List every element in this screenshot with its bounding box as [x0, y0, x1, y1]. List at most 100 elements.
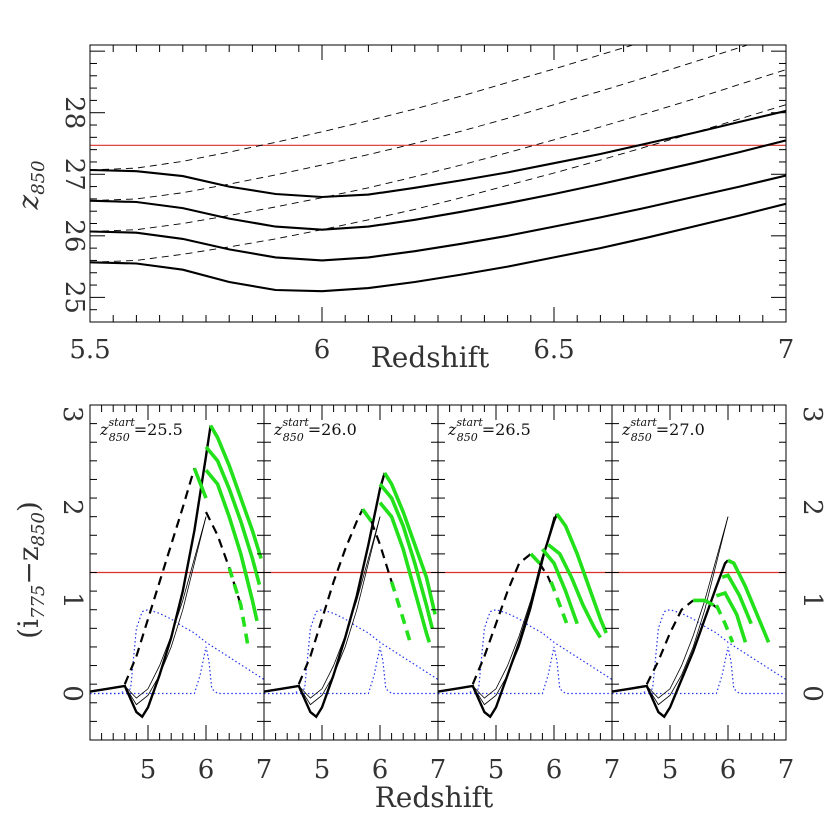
green-track-2 — [727, 558, 771, 643]
subpanel-2: 5 6 7 zstart 850 =26.0 — [263, 404, 447, 785]
dashed-track — [471, 553, 532, 685]
thin-track-1 — [612, 516, 729, 699]
thin-track-2 — [264, 516, 381, 706]
green-track-2 — [383, 471, 437, 615]
top-y-tick-label: 26 — [59, 219, 89, 252]
green-dashed-track-1 — [389, 581, 412, 643]
filter-curve-1 — [612, 609, 786, 695]
green-track-2 — [555, 512, 608, 634]
green-dashed-track-1 — [549, 581, 571, 629]
x-tick-label: 7 — [430, 755, 447, 785]
green-track-3 — [204, 445, 262, 586]
thin-track-2 — [90, 516, 207, 706]
subpanel-4: 5 6 7 0 1 2 3 zstart 850 =27.0 — [611, 404, 827, 785]
green-track-4 — [541, 548, 579, 625]
green-track-1 — [192, 467, 208, 499]
bottom-y-axis-label: (i775−z850) — [12, 501, 49, 639]
y-tick-label: 2 — [57, 499, 87, 516]
green-track-3 — [721, 573, 753, 625]
top-x-tick-label: 6.5 — [533, 335, 574, 365]
y-tick-label-right: 3 — [797, 406, 827, 423]
subpanel-plot — [264, 471, 438, 719]
x-tick-label: 5 — [314, 755, 331, 785]
dashed-track-tail — [538, 562, 556, 592]
top-solid-curve-4 — [90, 109, 786, 199]
top-solid-curve-3 — [90, 139, 786, 231]
top-dashed-curve-4 — [90, 45, 635, 171]
top-y-tick-labels: 25 26 27 28 — [59, 96, 89, 314]
y-tick-label: 0 — [57, 685, 87, 702]
green-track-1 — [529, 552, 541, 565]
thin-track-2 — [438, 516, 555, 706]
thin-track-1 — [438, 516, 555, 699]
thick-track — [612, 559, 729, 719]
x-tick-label: 7 — [778, 755, 795, 785]
dashed-track — [645, 599, 694, 685]
x-tick-label: 7 — [604, 755, 621, 785]
top-panel: 5.5 6 6.5 7 25 26 27 28 Redshift z850 — [12, 44, 794, 374]
thin-track-1 — [264, 516, 381, 699]
filter-curve-1 — [264, 609, 438, 695]
subpanel-plot — [90, 424, 264, 719]
top-x-axis-label: Redshift — [371, 341, 490, 374]
filter-curve-1 — [90, 609, 264, 695]
filter-curve-2 — [438, 646, 612, 695]
y-tick-label: 1 — [57, 592, 87, 609]
green-track-4 — [204, 468, 259, 622]
bottom-panel: 5 6 7 0 1 2 3 zstart 850 =25.5 5 6 7 zstart 850 =26.0 5 6… — [12, 404, 827, 814]
x-tick-label: 6 — [720, 755, 737, 785]
green-track-1 — [693, 598, 715, 607]
subpanel-1: 5 6 7 0 1 2 3 zstart 850 =25.5 — [57, 404, 273, 785]
filter-curve-2 — [264, 646, 438, 695]
top-plot-area — [90, 45, 786, 293]
filter-curve-2 — [90, 646, 264, 695]
x-tick-label: 6 — [198, 755, 215, 785]
green-track-4 — [378, 501, 432, 643]
y-tick-label-right: 2 — [797, 499, 827, 516]
start-magnitude-label: zstart 850 =27.0 — [621, 416, 705, 444]
green-track-4 — [715, 590, 748, 643]
dashed-track — [123, 467, 196, 685]
x-tick-label: 5 — [140, 755, 157, 785]
top-dashed-curve-3 — [90, 45, 749, 202]
start-magnitude-label: zstart 850 =25.5 — [99, 416, 183, 444]
top-x-tick-labels: 5.5 6 6.5 7 — [69, 335, 794, 365]
green-dashed-track-1 — [227, 567, 250, 646]
top-solid-curve-1 — [90, 202, 786, 293]
thick-track — [90, 425, 212, 719]
top-x-tick-label: 7 — [778, 335, 795, 365]
thin-track-1 — [90, 516, 207, 699]
bottom-subpanels: 5 6 7 0 1 2 3 zstart 850 =25.5 5 6 7 zstart 850 =26.0 5 6… — [57, 404, 827, 785]
y-tick-label-right: 1 — [797, 592, 827, 609]
x-tick-label: 5 — [488, 755, 505, 785]
subpanel-3: 5 6 7 zstart 850 =26.5 — [437, 404, 621, 785]
green-track-2 — [209, 424, 263, 560]
x-tick-label: 5 — [662, 755, 679, 785]
green-track-3 — [547, 543, 602, 639]
green-track-1 — [361, 508, 373, 523]
green-dashed-track-1 — [714, 604, 735, 643]
thick-track — [264, 472, 386, 719]
top-y-tick-label: 28 — [59, 96, 89, 129]
y-tick-label-right: 0 — [797, 685, 827, 702]
thin-track-2 — [612, 516, 729, 706]
subpanel-plot — [612, 516, 786, 719]
dashed-track-tail — [370, 520, 393, 583]
bottom-x-axis-label: Redshift — [375, 781, 494, 814]
start-magnitude-label: zstart 850 =26.0 — [273, 416, 357, 444]
top-y-tick-label: 25 — [59, 281, 89, 314]
dashed-track — [297, 508, 364, 685]
top-ticks — [89, 45, 787, 323]
x-tick-label: 6 — [546, 755, 563, 785]
top-x-tick-label: 6 — [314, 335, 331, 365]
top-dashed-curve-1 — [90, 104, 786, 263]
x-tick-label: 7 — [256, 755, 273, 785]
start-magnitude-label: zstart 850 =26.5 — [447, 416, 531, 444]
top-solid-curve-2 — [90, 174, 786, 262]
top-y-tick-label: 27 — [59, 158, 89, 191]
filter-curve-2 — [612, 646, 786, 695]
top-dashed-curve-2 — [90, 69, 786, 232]
top-x-tick-label: 5.5 — [69, 335, 110, 365]
top-y-axis-label: z850 — [12, 160, 49, 210]
